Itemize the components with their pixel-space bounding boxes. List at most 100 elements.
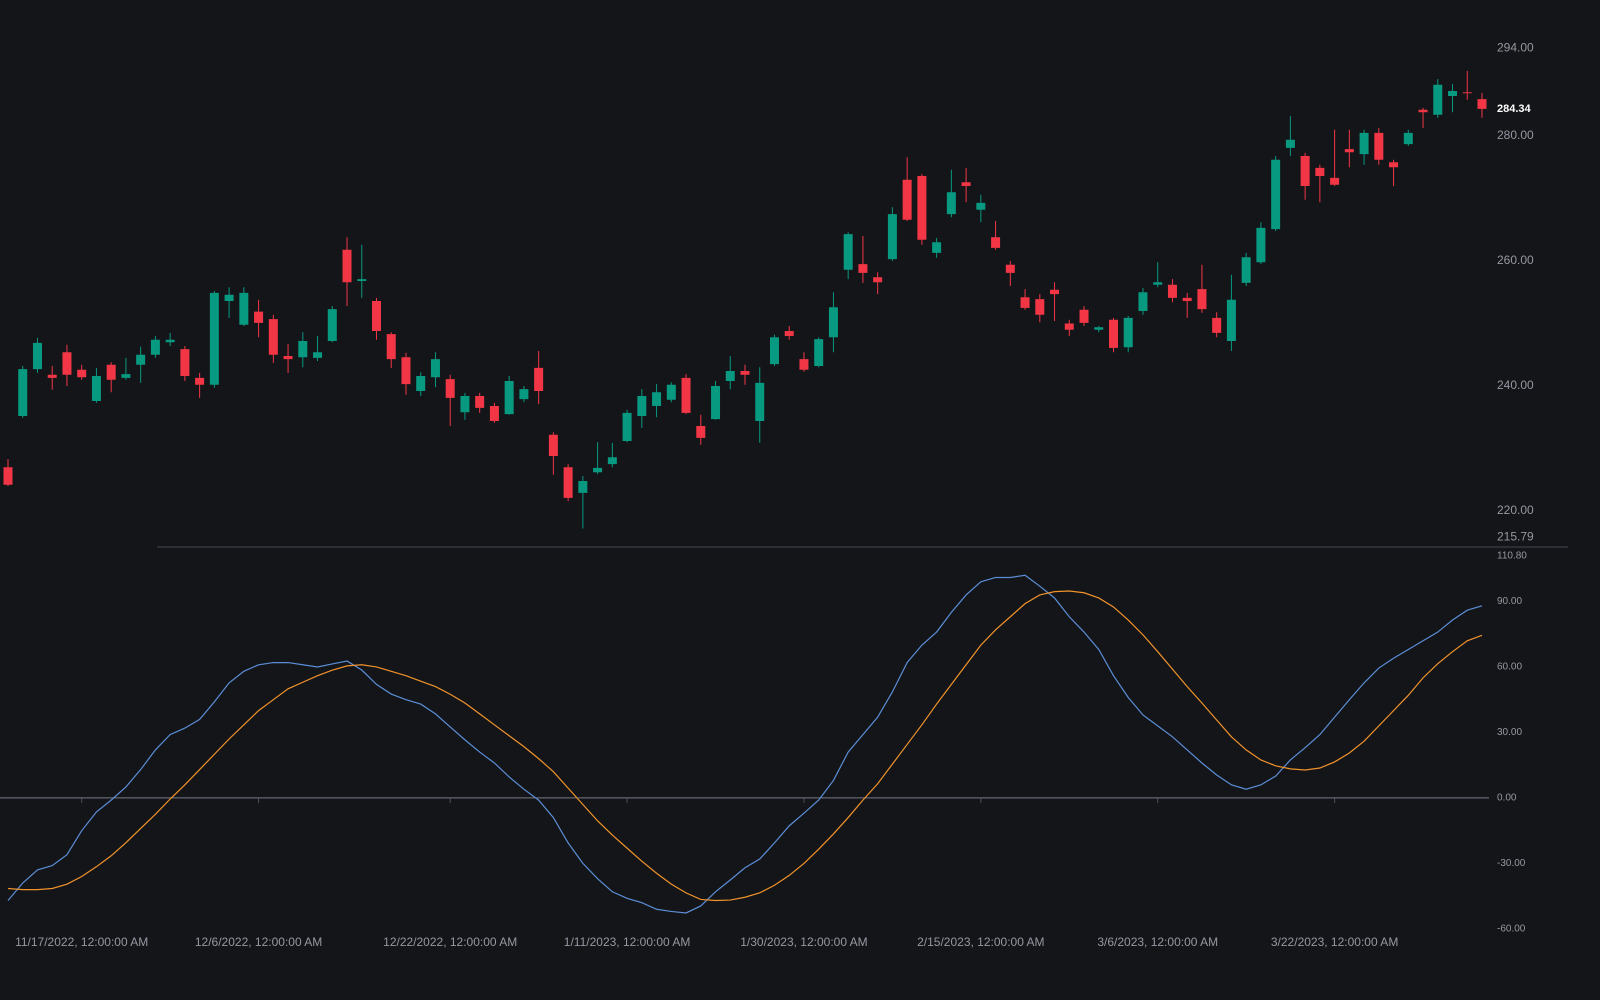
candle-body (548, 434, 558, 456)
candle-body (1315, 167, 1325, 176)
candle-body (1079, 309, 1089, 323)
candle-body (1300, 156, 1310, 186)
candle-body (873, 277, 883, 283)
x-tick-label: 1/30/2023, 12:00:00 AM (740, 935, 867, 949)
candle-body (1241, 257, 1251, 283)
candle-body (652, 392, 662, 406)
candle-body (799, 359, 809, 370)
candle-body (1344, 149, 1354, 153)
candle-body (1035, 299, 1045, 315)
candle-body (1271, 159, 1281, 230)
candle-body (1020, 297, 1030, 308)
y-tick-label: -30.00 (1497, 858, 1526, 869)
candle-body (814, 339, 824, 366)
candle-body (740, 371, 750, 375)
candle-body (711, 386, 721, 420)
candle-body (1197, 289, 1207, 310)
candle-body (1285, 139, 1295, 148)
x-tick-label: 2/15/2023, 12:00:00 AM (917, 935, 1044, 949)
candle-body (843, 234, 853, 270)
candle-body (1094, 327, 1104, 330)
y-tick-label: 294.00 (1497, 41, 1534, 55)
oscillator-line (7, 590, 1483, 902)
candle-body (416, 376, 426, 391)
oscillator-line (7, 574, 1483, 914)
candle-body (1182, 297, 1192, 301)
x-tick-label: 3/22/2023, 12:00:00 AM (1271, 935, 1398, 949)
candle-body (681, 377, 691, 413)
candle-body (769, 337, 779, 365)
candle-body (991, 237, 1001, 248)
candle-body (136, 354, 146, 365)
candle-body (504, 381, 514, 415)
candle-body (1374, 132, 1384, 160)
candle-body (622, 412, 632, 441)
candle-body (858, 264, 868, 273)
candle-body (1448, 91, 1458, 96)
candle-body (298, 341, 308, 358)
candle-body (401, 357, 411, 385)
candle-body (180, 349, 190, 376)
x-tick-label: 12/6/2022, 12:00:00 AM (195, 935, 322, 949)
candle-body (47, 374, 57, 378)
candle-body (1123, 317, 1133, 348)
candle-body (150, 339, 160, 355)
candle-body (62, 352, 72, 375)
y-tick-label: 215.79 (1497, 529, 1534, 543)
candle-body (3, 467, 13, 485)
candle-body (327, 309, 337, 341)
candle-body (1389, 162, 1399, 168)
candle-body (607, 457, 617, 465)
candle-body (666, 384, 676, 400)
candle-body (342, 249, 352, 283)
y-tick-label: 30.00 (1497, 727, 1522, 738)
candle-body (268, 319, 278, 355)
candle-body (91, 376, 101, 401)
candle-body (1153, 282, 1163, 285)
candle-body (1462, 92, 1472, 94)
x-tick-label: 3/6/2023, 12:00:00 AM (1097, 935, 1218, 949)
candle-body (519, 389, 529, 400)
candle-body (828, 307, 838, 338)
candle-body (254, 311, 264, 323)
candle-body (578, 481, 588, 493)
candle-body (976, 202, 986, 210)
candle-body (696, 426, 706, 438)
candle-body (1256, 227, 1266, 263)
candle-body (430, 359, 440, 378)
y-tick-label: 220.00 (1497, 503, 1534, 517)
candle-body (1226, 299, 1236, 341)
candle-body (1418, 109, 1428, 113)
candle-body (489, 406, 499, 421)
candle-body (755, 382, 765, 421)
candle-body (283, 356, 293, 360)
candle-body (165, 339, 175, 343)
candle-body (121, 374, 131, 378)
candle-body (563, 467, 573, 498)
candle-body (1359, 132, 1369, 155)
candle-body (917, 176, 927, 240)
x-tick-label: 11/17/2022, 12:00:00 AM (15, 935, 148, 949)
candle-body (534, 367, 544, 391)
last-price-label: 284.34 (1497, 103, 1532, 115)
candle-body (961, 182, 971, 186)
candle-body (1050, 289, 1060, 295)
candle-body (209, 292, 219, 385)
candle-body (1330, 177, 1340, 185)
candle-body (445, 379, 455, 398)
candle-body (224, 294, 234, 301)
candle-body (475, 396, 485, 408)
candle-body (725, 371, 735, 381)
candle-body (18, 369, 28, 416)
candle-body (1167, 284, 1177, 298)
candle-body (784, 331, 794, 336)
y-tick-label: 280.00 (1497, 128, 1534, 142)
candle-body (239, 292, 249, 325)
candle-body (195, 377, 205, 385)
x-tick-label: 12/22/2022, 12:00:00 AM (383, 935, 517, 949)
candle-body (77, 369, 87, 378)
candle-body (902, 179, 912, 220)
candle-body (932, 242, 942, 253)
